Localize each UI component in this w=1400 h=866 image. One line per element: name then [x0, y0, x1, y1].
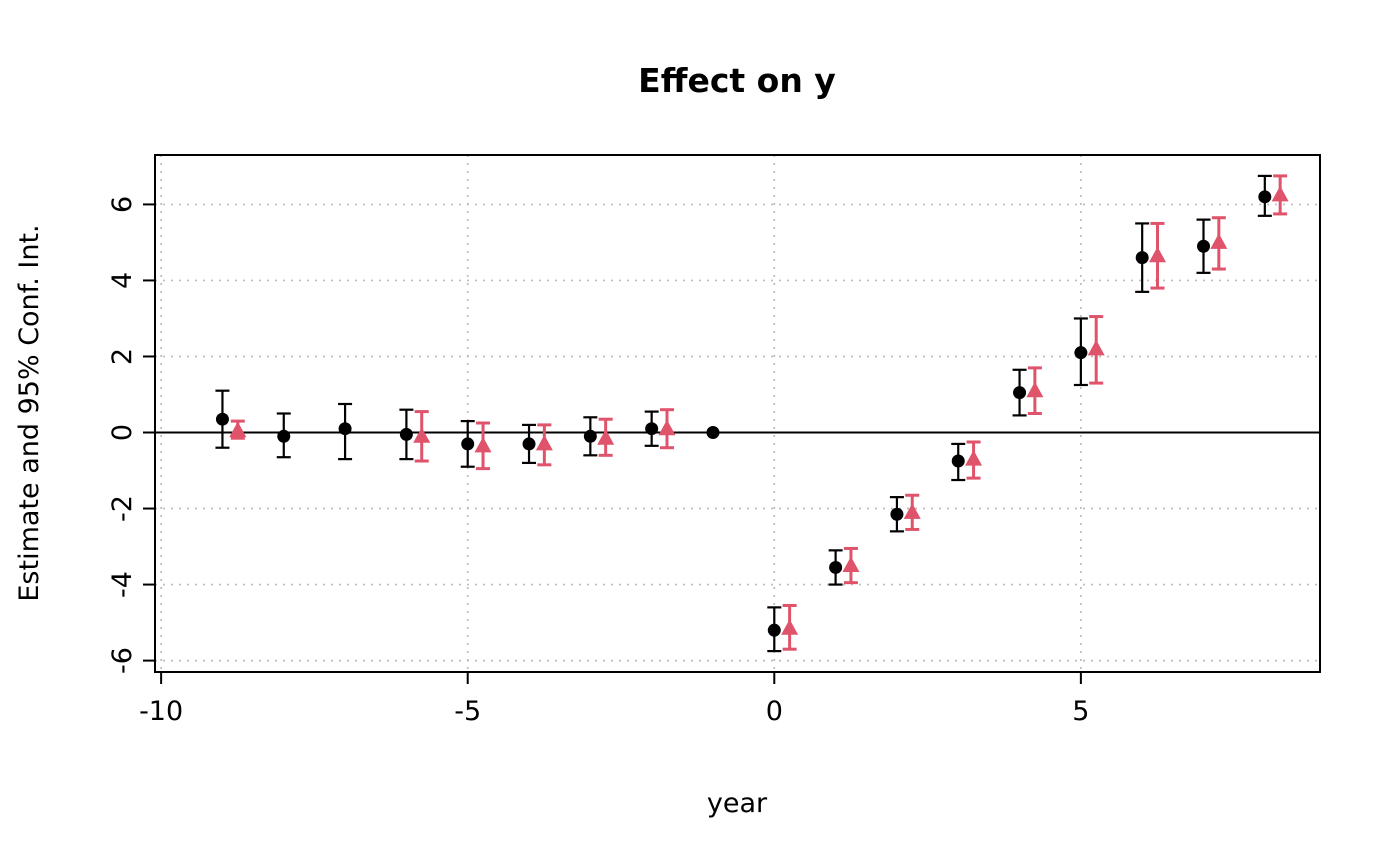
x-tick-label: -10	[139, 696, 183, 727]
point-circle	[1013, 386, 1027, 400]
point-triangle	[903, 503, 921, 519]
point-circle	[461, 437, 475, 451]
x-axis-label: year	[707, 788, 768, 819]
y-tick-label: 0	[107, 424, 138, 441]
y-tick-label: -6	[107, 647, 138, 674]
point-triangle	[597, 429, 615, 445]
gridlines	[155, 155, 1320, 672]
point-triangle	[658, 419, 676, 436]
y-tick-label: 6	[107, 196, 138, 213]
point-circle	[1258, 190, 1272, 204]
y-axis-label: Estimate and 95% Conf. Int.	[14, 224, 45, 601]
point-circle	[767, 623, 781, 637]
y-tick-label: -4	[107, 571, 138, 598]
point-circle	[645, 422, 659, 436]
point-circle	[277, 429, 291, 443]
point-circle	[522, 437, 536, 451]
y-tick-label: 2	[107, 348, 138, 365]
data-series	[215, 174, 1289, 653]
chart-title: Effect on y	[638, 61, 836, 100]
point-triangle	[535, 434, 553, 451]
point-circle	[1197, 239, 1210, 253]
point-circle	[215, 412, 229, 426]
point-triangle	[229, 421, 247, 438]
y-tick-label: -2	[107, 495, 138, 522]
y-tick-label: 4	[107, 272, 138, 289]
x-tick-label: 0	[766, 696, 783, 727]
point-circle	[399, 427, 413, 441]
plot-border	[154, 154, 1321, 673]
point-triangle	[842, 556, 860, 573]
point-circle	[890, 507, 904, 521]
point-triangle	[1149, 246, 1167, 263]
point-triangle	[413, 427, 431, 443]
point-triangle	[965, 450, 983, 466]
point-circle	[1135, 251, 1149, 265]
point-triangle	[1271, 185, 1289, 202]
point-circle	[1074, 346, 1088, 360]
point-circle	[583, 429, 597, 443]
axes: -10 -5 0 5 -6 -4 -2 0 2 4 6	[107, 154, 1321, 727]
point-circle	[951, 454, 965, 468]
point-triangle	[781, 619, 799, 635]
point-circle	[338, 422, 352, 436]
x-tick-label: -5	[454, 696, 481, 727]
point-triangle	[474, 436, 492, 453]
point-triangle	[1210, 233, 1228, 249]
point-triangle	[1026, 381, 1044, 398]
point-circle	[829, 560, 843, 574]
series-circles	[215, 174, 1272, 653]
x-tick-label: 5	[1072, 696, 1089, 727]
point-triangle	[1087, 339, 1105, 356]
point-circle	[706, 426, 720, 440]
series-triangles	[229, 174, 1289, 651]
